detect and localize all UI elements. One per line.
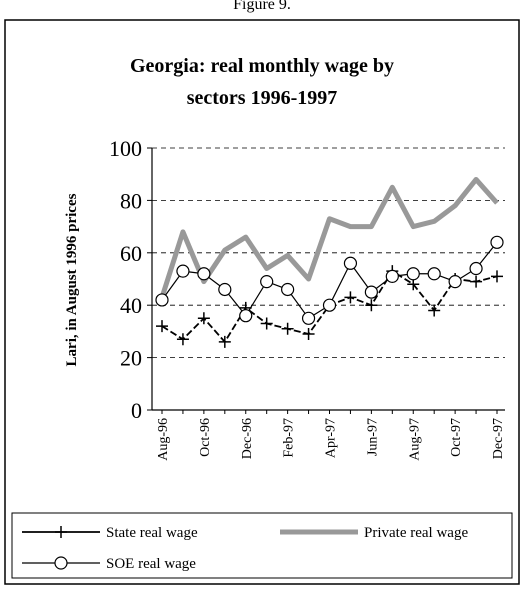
- marker-plus: [176, 333, 189, 346]
- x-tick-label: Feb-97: [282, 418, 297, 458]
- marker-plus: [428, 304, 441, 317]
- marker-circle: [260, 275, 274, 289]
- marker-plus: [197, 312, 210, 325]
- caption: Figure 9.: [233, 0, 291, 13]
- marker-circle: [322, 298, 337, 312]
- marker-plus: [218, 335, 231, 348]
- marker-circle: [469, 261, 483, 276]
- marker-circle: [406, 267, 420, 281]
- y-tick-label: 100: [109, 136, 142, 161]
- marker-plus: [260, 317, 273, 330]
- x-tick-label: Aug-97: [407, 418, 422, 461]
- marker-circle: [364, 285, 378, 299]
- legend-label: State real wage: [106, 525, 198, 541]
- marker-circle: [343, 256, 358, 270]
- marker-plus: [470, 275, 483, 288]
- x-tick-label: Dec-96: [240, 418, 255, 459]
- legend-label: Private real wage: [364, 525, 468, 541]
- marker-plus: [302, 328, 315, 341]
- marker-circle: [301, 311, 316, 325]
- marker-circle: [218, 282, 232, 297]
- y-tick-label: 80: [120, 188, 142, 213]
- marker-circle: [281, 282, 295, 297]
- marker-plus: [281, 322, 294, 335]
- legend-label: SOE real wage: [106, 556, 196, 572]
- legend: [11, 512, 513, 579]
- x-tick-label: Oct-97: [449, 418, 464, 457]
- marker-circle: [490, 235, 504, 249]
- marker-plus: [344, 291, 357, 304]
- y-tick-label: 60: [120, 241, 142, 266]
- marker-circle: [448, 275, 462, 289]
- x-tick-label: Oct-96: [198, 418, 213, 457]
- x-tick-label: Aug-96: [156, 418, 171, 461]
- chart-title: Georgia: real monthly wage by: [130, 55, 394, 77]
- marker-plus: [156, 320, 168, 333]
- marker-circle: [155, 293, 169, 307]
- marker-circle: [54, 556, 68, 570]
- x-tick-label: Dec-97: [491, 418, 506, 459]
- y-tick-label: 20: [120, 346, 142, 371]
- marker-plus: [491, 270, 503, 283]
- marker-circle: [176, 264, 190, 278]
- y-tick-label: 40: [120, 293, 142, 318]
- x-tick-label: Jun-97: [365, 418, 380, 456]
- marker-plus: [55, 526, 67, 538]
- x-tick-label: Apr-97: [324, 418, 339, 458]
- marker-circle: [197, 267, 211, 281]
- frame: [4, 19, 520, 585]
- y-axis-label: Lari, in August 1996 prices: [64, 193, 80, 366]
- marker-circle: [239, 309, 253, 323]
- marker-plus: [365, 299, 378, 312]
- series-line: [159, 176, 499, 299]
- chart-title: sectors 1996-1997: [187, 87, 338, 109]
- marker-circle: [427, 267, 441, 281]
- marker-circle: [385, 269, 399, 283]
- y-tick-label: 0: [131, 398, 142, 423]
